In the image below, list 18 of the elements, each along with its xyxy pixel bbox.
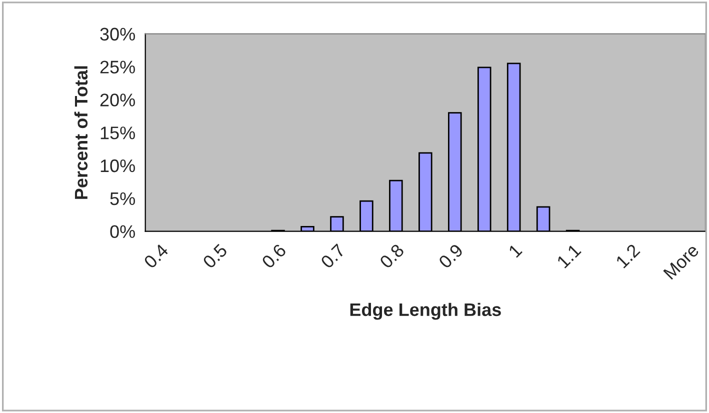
x-tick-label: 0.4: [143, 243, 170, 270]
y-tick-label: 15%: [100, 126, 135, 140]
y-tick-label: 30%: [100, 28, 135, 41]
y-tick-label: 20%: [100, 94, 135, 106]
y-tick-label: 25%: [100, 60, 135, 74]
y-axis-title: Percent of Total: [74, 66, 88, 199]
y-tick-label: 5%: [110, 192, 135, 206]
x-tick-label: 0.6: [261, 243, 287, 270]
x-tick-label: 1: [508, 243, 522, 258]
x-axis-title: Edge Length Bias: [350, 302, 501, 320]
x-tick-label: 1.2: [615, 243, 640, 268]
x-tick-label: 0.5: [202, 243, 228, 270]
x-tick-label: 0.9: [438, 243, 464, 270]
x-tick-label: 0.8: [379, 243, 405, 270]
y-tick-label: 0%: [110, 225, 135, 238]
x-tick-label: 0.7: [320, 243, 346, 270]
y-tick-label: 10%: [100, 159, 135, 172]
x-tick-label: 1.1: [556, 243, 582, 268]
